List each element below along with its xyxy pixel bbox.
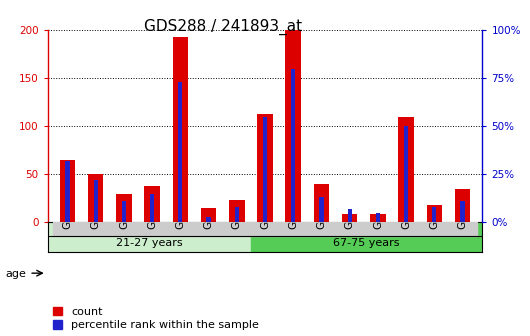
Bar <box>223 222 251 236</box>
Text: 67-75 years: 67-75 years <box>333 238 400 248</box>
Bar <box>392 222 420 236</box>
Bar <box>94 180 98 222</box>
Bar <box>229 200 244 222</box>
Legend: count, percentile rank within the sample: count, percentile rank within the sample <box>53 307 259 330</box>
Text: GSM5303: GSM5303 <box>147 179 157 229</box>
Bar <box>279 222 307 236</box>
Bar <box>257 114 273 222</box>
Text: GSM5315: GSM5315 <box>457 179 467 229</box>
Bar <box>88 174 103 222</box>
Bar <box>110 222 138 236</box>
Text: GSM5308: GSM5308 <box>260 179 270 229</box>
Bar <box>461 201 465 222</box>
Bar <box>65 161 69 222</box>
Bar <box>307 222 335 236</box>
Bar <box>370 214 386 222</box>
Bar <box>399 117 414 222</box>
Text: GSM5306: GSM5306 <box>204 179 214 229</box>
Bar <box>195 222 223 236</box>
Text: GDS288 / 241893_at: GDS288 / 241893_at <box>144 18 302 35</box>
Bar <box>432 207 436 222</box>
Bar <box>178 82 182 222</box>
Bar <box>60 160 75 222</box>
Text: GSM5310: GSM5310 <box>316 179 326 229</box>
Bar <box>251 222 279 236</box>
Bar <box>376 213 380 222</box>
Bar <box>144 186 160 222</box>
Bar <box>263 117 267 222</box>
Bar <box>166 222 195 236</box>
Text: age: age <box>5 269 26 279</box>
Bar <box>48 222 251 252</box>
Bar <box>207 217 211 222</box>
Bar <box>235 207 239 222</box>
Bar <box>427 205 442 222</box>
Text: GSM5309: GSM5309 <box>288 179 298 229</box>
Bar <box>448 222 476 236</box>
Text: GSM5302: GSM5302 <box>119 179 129 229</box>
Text: GSM5300: GSM5300 <box>63 179 73 229</box>
Bar <box>138 222 166 236</box>
Bar <box>116 194 131 222</box>
Bar <box>364 222 392 236</box>
Bar <box>150 194 154 222</box>
Bar <box>314 184 329 222</box>
Text: GSM5311: GSM5311 <box>344 179 355 229</box>
Text: GSM5313: GSM5313 <box>401 179 411 229</box>
Text: GSM5314: GSM5314 <box>429 179 439 229</box>
Bar <box>319 198 323 222</box>
Bar <box>420 222 448 236</box>
Bar <box>286 30 301 222</box>
Bar <box>54 222 82 236</box>
Text: 21-27 years: 21-27 years <box>116 238 183 248</box>
Text: GSM5305: GSM5305 <box>175 179 186 229</box>
Text: GSM5312: GSM5312 <box>373 179 383 229</box>
Bar <box>342 214 357 222</box>
Bar <box>122 201 126 222</box>
Text: GSM5301: GSM5301 <box>91 179 101 229</box>
Bar <box>335 222 364 236</box>
Bar <box>348 209 352 222</box>
Bar <box>455 189 470 222</box>
Bar <box>82 222 110 236</box>
Text: GSM5307: GSM5307 <box>232 179 242 229</box>
Bar <box>201 208 216 222</box>
Bar <box>173 37 188 222</box>
Bar <box>251 222 482 252</box>
Bar <box>291 69 295 222</box>
Bar <box>404 126 408 222</box>
